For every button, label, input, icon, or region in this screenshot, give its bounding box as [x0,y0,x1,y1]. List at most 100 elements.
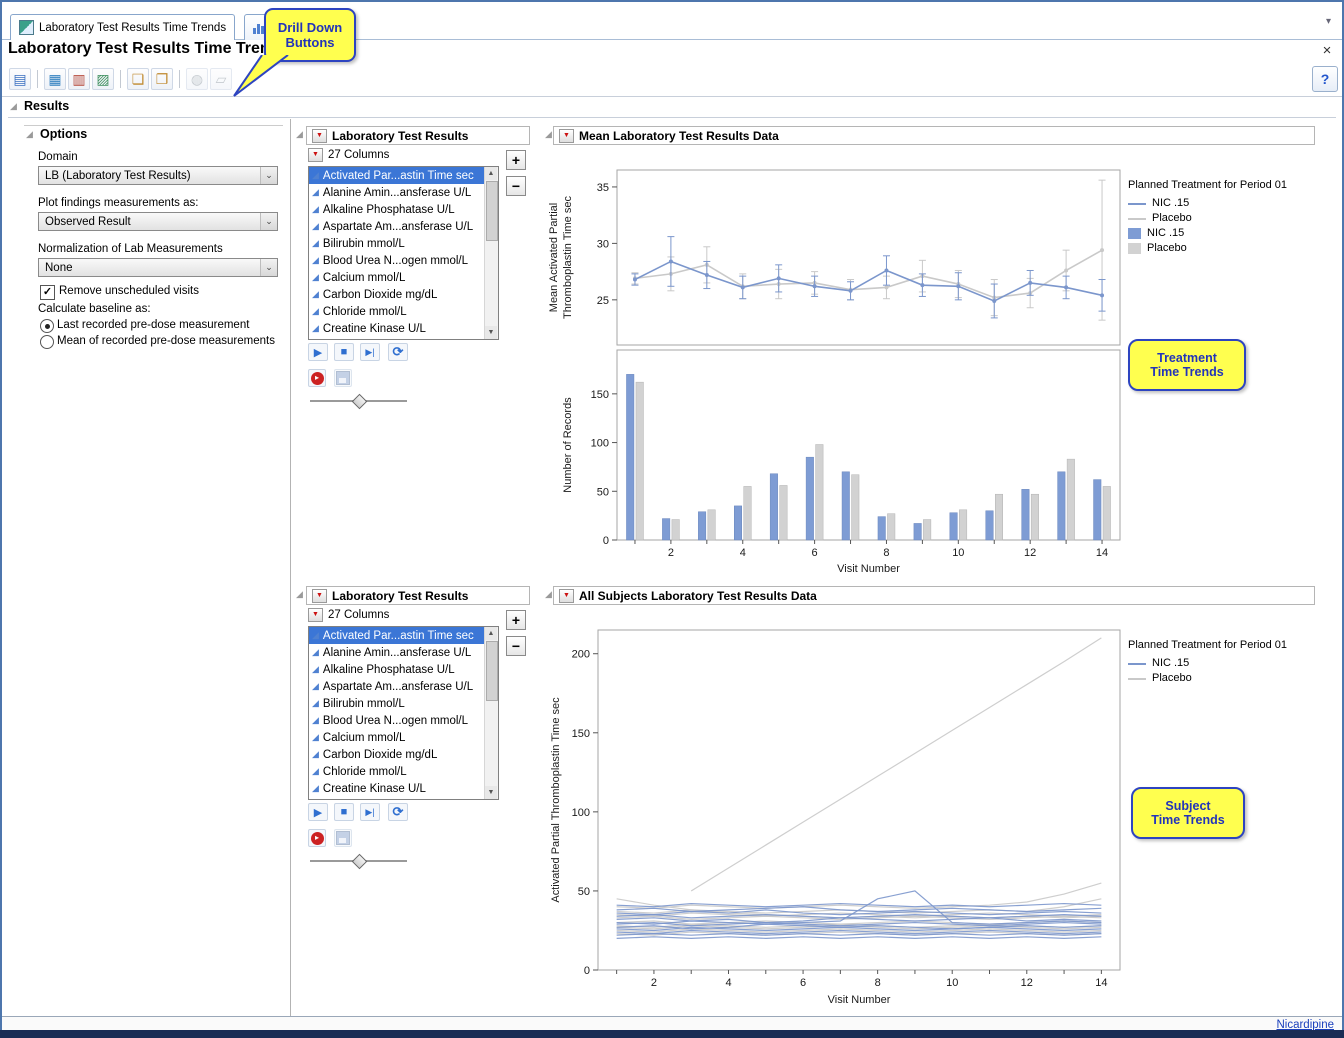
speed-slider[interactable] [310,853,407,870]
svg-text:50: 50 [597,486,609,498]
stop-button[interactable]: ■ [334,343,354,361]
column-list-item[interactable]: ◢ Activated Par...astin Time sec [309,167,485,184]
column-list-item[interactable]: ◢ Chloride mmol/L [312,765,407,778]
stop-button[interactable]: ■ [334,803,354,821]
mean-panel-title: Mean Laboratory Test Results Data [579,128,779,143]
column-list-item[interactable]: ◢ Creatine Kinase U/L [312,322,426,335]
mean-chart[interactable]: 25 30 35 0 50 100 150 2 4 6 8 10 12 14 Visit Number Mea… [543,146,1133,591]
svg-text:8: 8 [875,977,881,989]
tab-overflow-chevron[interactable]: ▾ [1326,16,1332,27]
loop-button[interactable]: ⟳ [388,343,408,361]
add-column-button[interactable]: + [506,150,526,170]
loop-button[interactable]: ⟳ [388,803,408,821]
subjects-panel-title: All Subjects Laboratory Test Results Dat… [579,588,817,603]
record-button[interactable]: ▸ [308,369,326,387]
web-report-icon: ◍ [186,68,208,90]
step-button[interactable]: ▶| [360,803,380,821]
column-list-item[interactable]: ◢ Blood Urea N...ogen mmol/L [312,254,469,267]
save-script-icon[interactable]: ▨ [92,68,114,90]
mean-panel-collapse-icon[interactable]: ◢ [545,129,552,139]
radio-mean-recorded-label: Mean of recorded pre-dose measurements [57,335,275,347]
mean-panel-header: ▼ Mean Laboratory Test Results Data [553,126,1315,145]
svg-text:25: 25 [597,295,609,307]
continuous-column-icon: ◢ [312,238,319,248]
notes-window-icon[interactable]: ❏ [127,68,149,90]
column-list-item[interactable]: ◢ Activated Par...astin Time sec [309,627,485,644]
scroll-thumb[interactable] [486,641,498,701]
domain-select[interactable]: LB (Laboratory Test Results) ⌄ [38,166,278,185]
red-triangle-menu-button[interactable]: ▼ [312,128,327,143]
svg-text:100: 100 [591,438,609,450]
subjects-chart[interactable]: 0 50 100 150 200 2 4 6 8 10 12 14 Visit Number Activa… [543,606,1133,1018]
svg-text:0: 0 [584,965,590,977]
step-button[interactable]: ▶| [360,343,380,361]
remove-column-button[interactable]: − [506,176,526,196]
column-list-item[interactable]: ◢ Blood Urea N...ogen mmol/L [312,714,469,727]
options-collapse-icon[interactable]: ◢ [26,129,33,139]
slider-thumb[interactable] [351,853,367,870]
chevron-down-icon: ⌄ [260,213,277,230]
column-list-item[interactable]: ◢ Bilirubin mmol/L [312,697,405,710]
toolbar-separator [37,70,38,88]
column-list-item[interactable]: ◢ Calcium mmol/L [312,271,406,284]
columns-listbox[interactable]: ◢ Activated Par...astin Time sec ◢ Alani… [308,166,499,340]
column-list-item[interactable]: ◢ Bilirubin mmol/L [312,237,405,250]
report-notes-icon[interactable]: ❐ [151,68,173,90]
svg-text:6: 6 [812,547,818,559]
svg-text:6: 6 [800,977,806,989]
normalization-select[interactable]: None ⌄ [38,258,278,277]
scroll-down-button[interactable]: ▼ [485,786,497,799]
column-list-item[interactable]: ◢ Alkaline Phosphatase U/L [312,203,455,216]
close-button[interactable]: × [1322,42,1332,59]
remove-unscheduled-checkbox[interactable]: ✓ [40,285,55,300]
column-list-item[interactable]: ◢ Carbon Dioxide mg/dL [312,748,438,761]
remove-column-button[interactable]: − [506,636,526,656]
data-table-icon[interactable]: ▦ [44,68,66,90]
tab-lab-results-trends[interactable]: Laboratory Test Results Time Trends [10,14,236,40]
radio-last-recorded[interactable] [40,319,54,333]
column-list-item[interactable]: ◢ Calcium mmol/L [312,731,406,744]
plot-measure-select[interactable]: Observed Result ⌄ [38,212,278,231]
columns-listbox-2[interactable]: ◢ Activated Par...astin Time sec ◢ Alani… [308,626,499,800]
scrollbar[interactable]: ▲ ▼ [484,627,498,799]
scroll-thumb[interactable] [486,181,498,241]
scrollbar[interactable]: ▲ ▼ [484,167,498,339]
scroll-up-button[interactable]: ▲ [485,627,497,640]
red-triangle-menu-button[interactable]: ▼ [312,588,327,603]
column-list-item[interactable]: ◢ Alkaline Phosphatase U/L [312,663,455,676]
red-triangle-menu-button[interactable]: ▼ [308,608,323,622]
play-button[interactable]: ▶ [308,343,328,361]
journal-icon[interactable]: ▥ [68,68,90,90]
continuous-column-icon: ◢ [312,664,319,674]
scroll-up-button[interactable]: ▲ [485,167,497,180]
column-panel-collapse-icon[interactable]: ◢ [296,589,303,599]
red-triangle-menu-button[interactable]: ▼ [559,588,574,603]
report-window-icon[interactable]: ▤ [9,68,31,90]
speed-slider[interactable] [310,393,407,410]
nicardipine-link[interactable]: Nicardipine [1276,1019,1334,1031]
radio-mean-recorded[interactable] [40,335,54,349]
record-button[interactable]: ▸ [308,829,326,847]
red-triangle-menu-button[interactable]: ▼ [559,128,574,143]
svg-text:2: 2 [651,977,657,989]
scroll-down-button[interactable]: ▼ [485,326,497,339]
column-list-item[interactable]: ◢ Alanine Amin...ansferase U/L [312,646,472,659]
results-collapse-icon[interactable]: ◢ [10,101,17,111]
column-list-item[interactable]: ◢ Chloride mmol/L [312,305,407,318]
legend-line-placebo [1128,677,1146,680]
column-list-item[interactable]: ◢ Aspartate Am...ansferase U/L [312,220,474,233]
column-list-item[interactable]: ◢ Creatine Kinase U/L [312,782,426,795]
continuous-column-icon: ◢ [312,715,319,725]
record-icon: ▸ [310,831,324,845]
column-list-item[interactable]: ◢ Alanine Amin...ansferase U/L [312,186,472,199]
add-column-button[interactable]: + [506,610,526,630]
help-button[interactable]: ? [1312,66,1338,92]
slider-thumb[interactable] [351,393,367,410]
subjects-panel-collapse-icon[interactable]: ◢ [545,589,552,599]
column-list-item[interactable]: ◢ Aspartate Am...ansferase U/L [312,680,474,693]
play-button[interactable]: ▶ [308,803,328,821]
column-panel-collapse-icon[interactable]: ◢ [296,129,303,139]
column-list-item[interactable]: ◢ Carbon Dioxide mg/dL [312,288,438,301]
red-triangle-menu-button[interactable]: ▼ [308,148,323,162]
subjects-chart-legend: Planned Treatment for Period 01 NIC .15 … [1128,639,1287,684]
